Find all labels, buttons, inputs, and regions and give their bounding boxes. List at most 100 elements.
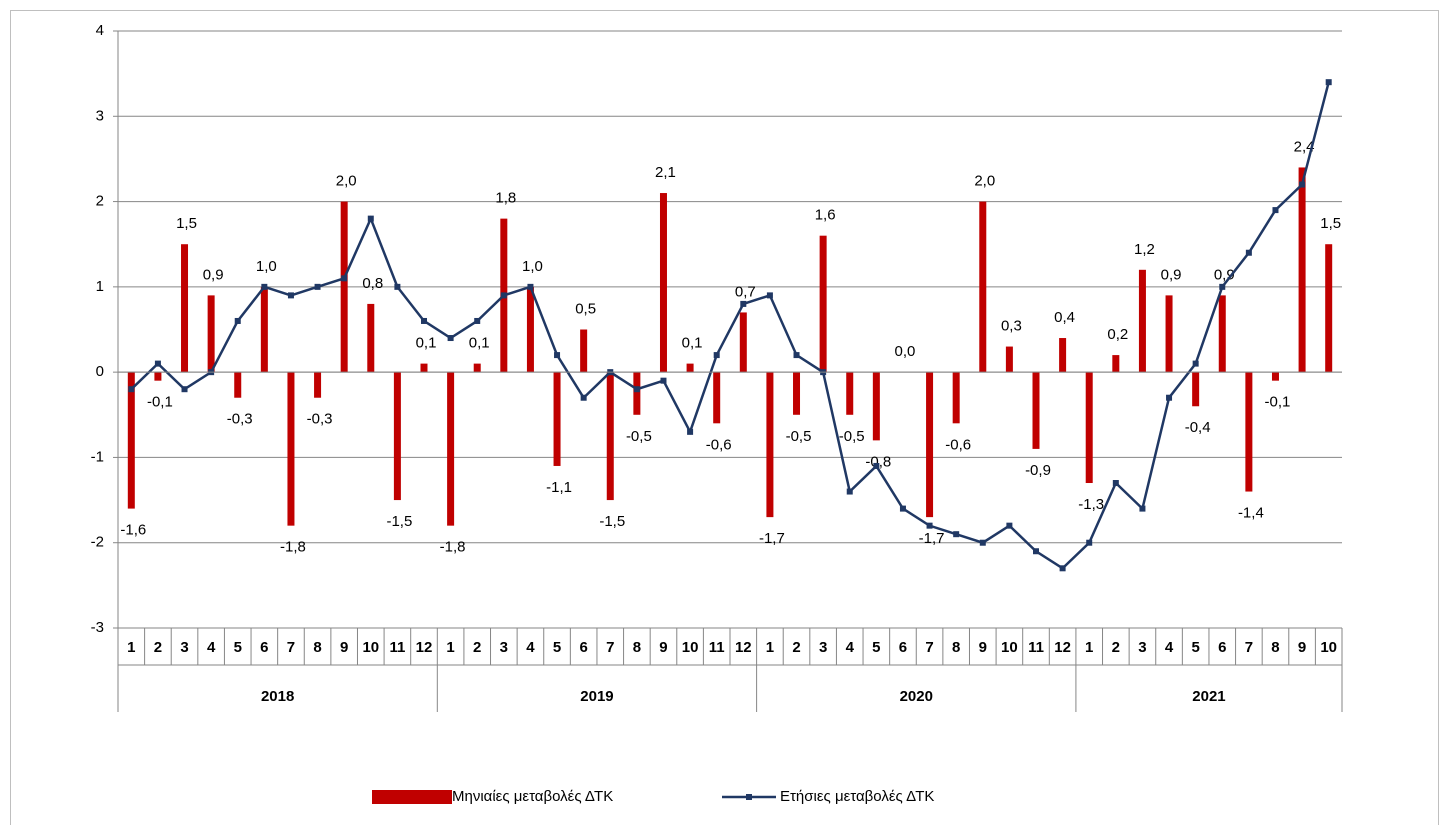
bar [793, 372, 801, 415]
bar [1032, 372, 1040, 449]
data-label: -0,8 [865, 453, 891, 470]
data-label: -0,1 [147, 394, 173, 411]
line-marker [846, 488, 853, 495]
data-label: 0,9 [1161, 266, 1182, 283]
x-tick-label: 11 [389, 639, 405, 656]
line-marker [1219, 283, 1226, 290]
data-label: 2,0 [336, 173, 357, 190]
line-marker [500, 292, 507, 299]
bar [287, 372, 295, 526]
line-marker [1006, 522, 1013, 529]
x-tick-label: 4 [1165, 639, 1174, 656]
line-marker [234, 317, 241, 324]
bar [606, 372, 614, 501]
bar [952, 372, 960, 424]
x-tick-label: 8 [313, 639, 321, 656]
bar [526, 286, 534, 373]
bar [1138, 269, 1146, 373]
line-marker [926, 522, 933, 529]
x-tick-label: 4 [526, 639, 535, 656]
x-tick-label: 2 [154, 639, 162, 656]
x-tick-label: 11 [709, 639, 725, 656]
legend-label: Μηνιαίες μεταβολές ΔΤΚ [452, 788, 613, 805]
line-marker [687, 428, 694, 435]
x-group-label: 2018 [261, 688, 294, 705]
data-label: 0,1 [682, 335, 703, 352]
bar [1218, 295, 1226, 373]
x-tick-label: 6 [1218, 639, 1226, 656]
line-marker [793, 352, 800, 359]
x-tick-label: 11 [1028, 639, 1044, 656]
bar [473, 363, 481, 373]
bar [580, 329, 588, 373]
bar [340, 201, 348, 373]
bar [1005, 346, 1013, 373]
bar [1192, 372, 1200, 407]
line-marker [899, 505, 906, 512]
line-marker [1033, 548, 1039, 555]
y-tick-label: 4 [96, 22, 104, 39]
legend-swatch-marker [746, 794, 752, 800]
line-marker [660, 377, 667, 384]
x-tick-label: 8 [633, 639, 641, 656]
y-tick-label: -3 [91, 619, 104, 636]
bar [553, 372, 561, 466]
line-marker [447, 335, 454, 342]
data-label: -1,3 [1078, 496, 1104, 513]
data-label: 1,8 [495, 190, 516, 207]
data-label: 1,2 [1134, 241, 1155, 258]
x-tick-label: 1 [446, 639, 454, 656]
line-marker [394, 283, 401, 290]
data-label: 1,5 [176, 215, 197, 232]
x-tick-label: 9 [659, 639, 667, 656]
data-label: -0,9 [1025, 462, 1051, 479]
x-tick-label: 2 [792, 639, 800, 656]
x-tick-label: 10 [1001, 639, 1018, 656]
bar [1245, 372, 1253, 492]
x-tick-label: 12 [1054, 639, 1071, 656]
y-tick-label: 3 [96, 107, 104, 124]
line-marker [474, 317, 481, 324]
bar [181, 244, 189, 373]
data-label: 0,1 [416, 335, 437, 352]
x-tick-label: 6 [579, 639, 587, 656]
data-label: 1,0 [522, 258, 543, 275]
data-label: -1,7 [919, 530, 945, 547]
line-marker [766, 292, 773, 299]
bar [979, 201, 987, 373]
y-tick-label: -1 [91, 448, 104, 465]
data-label: -0,1 [1265, 394, 1291, 411]
line-marker [1112, 480, 1119, 487]
data-label: 0,0 [895, 343, 916, 360]
legend-label: Ετήσιες μεταβολές ΔΤΚ [780, 788, 934, 805]
data-label: -1,7 [759, 530, 785, 547]
x-tick-label: 2 [473, 639, 481, 656]
bar [207, 295, 215, 373]
x-tick-label: 5 [553, 639, 561, 656]
bar [393, 372, 401, 501]
line-marker [953, 531, 960, 538]
bar [633, 372, 641, 415]
line-marker [341, 275, 348, 282]
bar [819, 235, 827, 373]
data-label: -1,6 [120, 522, 146, 539]
bar [1325, 244, 1333, 373]
x-tick-label: 1 [1085, 639, 1093, 656]
bar [260, 286, 268, 373]
line-marker [713, 352, 720, 359]
data-label: -0,6 [945, 436, 971, 453]
line-marker [1192, 360, 1199, 367]
data-label: -1,5 [599, 513, 625, 530]
x-group-label: 2020 [900, 688, 933, 705]
line-marker [421, 317, 427, 324]
line-marker [873, 462, 880, 469]
bar [713, 372, 721, 424]
bar [447, 372, 455, 526]
bar [367, 303, 375, 373]
line-marker [314, 283, 321, 290]
x-tick-label: 8 [952, 639, 960, 656]
x-tick-label: 10 [682, 639, 699, 656]
data-label: 0,3 [1001, 318, 1022, 335]
